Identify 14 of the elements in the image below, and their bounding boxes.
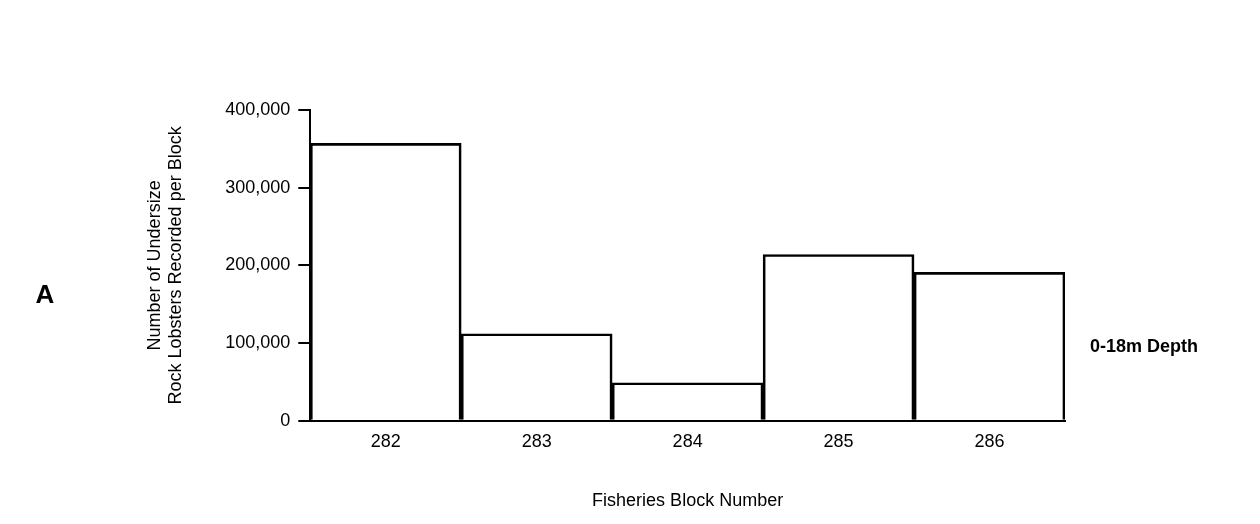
y-tick-label: 300,000 xyxy=(225,176,291,197)
y-axis-title: Number of Undersize Rock Lobsters Recorded per Block xyxy=(143,125,186,405)
x-tick-label: 283 xyxy=(521,430,552,451)
y-tick-label: 400,000 xyxy=(225,98,291,119)
x-tick-label: 286 xyxy=(974,430,1005,451)
x-tick-label: 284 xyxy=(672,430,703,451)
x-axis-title: Fisheries Block Number xyxy=(592,490,784,511)
y-tick-label: 200,000 xyxy=(225,254,291,275)
y-tick-label: 0 xyxy=(280,409,291,430)
text: 0-18m Depth xyxy=(1090,335,1199,356)
x-tick-label: 282 xyxy=(370,430,401,451)
x-tick-label: 285 xyxy=(823,430,854,451)
y-tick-label: 100,000 xyxy=(225,332,291,353)
text: A xyxy=(35,278,55,309)
